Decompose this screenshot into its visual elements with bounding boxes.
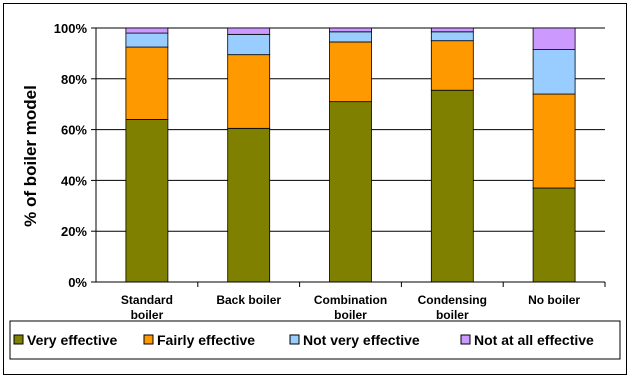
bar-segment-4-cat-5 <box>532 27 576 50</box>
y-tick-label: 20% <box>61 224 87 239</box>
legend-swatch <box>143 334 154 345</box>
legend-label: Not very effective <box>303 332 420 348</box>
bar-segment-3-cat-3 <box>329 31 372 43</box>
bar-segment-1-cat-1 <box>125 119 169 283</box>
y-axis-label: % of boiler model <box>21 85 40 227</box>
legend-label: Fairly effective <box>157 332 255 348</box>
legend-label: Not at all effective <box>474 332 594 348</box>
x-category-label: No boiler <box>528 293 580 307</box>
bar-segment-1-cat-2 <box>227 127 271 283</box>
legend: Very effective Fairly effective Not very e… <box>9 320 621 360</box>
bar-segment-2-cat-4 <box>430 40 474 91</box>
bar-segment-2-cat-2 <box>227 54 271 129</box>
bar-segment-3-cat-4 <box>430 31 474 42</box>
legend-swatch <box>13 334 24 345</box>
bar-segment-4-cat-4 <box>430 27 474 33</box>
bar-segment-3-cat-5 <box>532 49 576 95</box>
bar-segment-3-cat-1 <box>125 32 169 48</box>
legend-swatch <box>460 334 471 345</box>
bar-segment-4-cat-1 <box>125 27 169 34</box>
bar-segment-2-cat-1 <box>125 46 169 120</box>
y-tick-label: 60% <box>61 123 87 138</box>
legend-box <box>9 320 621 360</box>
bar-segment-1-cat-4 <box>430 89 474 283</box>
bar-segment-1-cat-3 <box>329 101 372 283</box>
x-category-label: Condensing <box>418 293 487 307</box>
x-category-label: boiler <box>436 308 469 322</box>
x-category-label: Combination <box>314 293 387 307</box>
bar-segment-2-cat-5 <box>532 93 576 189</box>
y-tick-label: 0% <box>68 275 87 290</box>
chart-frame: 0% 20% 40% 60% 80% 100% Standard boiler Back bo… <box>3 3 627 375</box>
x-category-label: Back boiler <box>216 293 281 307</box>
y-tick-label: 80% <box>61 72 87 87</box>
y-tick-label: 40% <box>61 173 87 188</box>
x-category-label: boiler <box>334 308 367 322</box>
bar-segment-1-cat-5 <box>532 187 576 283</box>
legend-swatch <box>289 334 300 345</box>
y-tick-label: 100% <box>54 21 88 36</box>
x-category-label: boiler <box>131 308 164 322</box>
bar-segment-4-cat-2 <box>227 27 271 35</box>
bar-segment-3-cat-2 <box>227 33 271 56</box>
bar-segment-2-cat-3 <box>329 41 372 103</box>
x-category-label: Standard <box>121 293 173 307</box>
legend-label: Very effective <box>27 332 117 348</box>
bar-segment-4-cat-3 <box>329 27 372 33</box>
